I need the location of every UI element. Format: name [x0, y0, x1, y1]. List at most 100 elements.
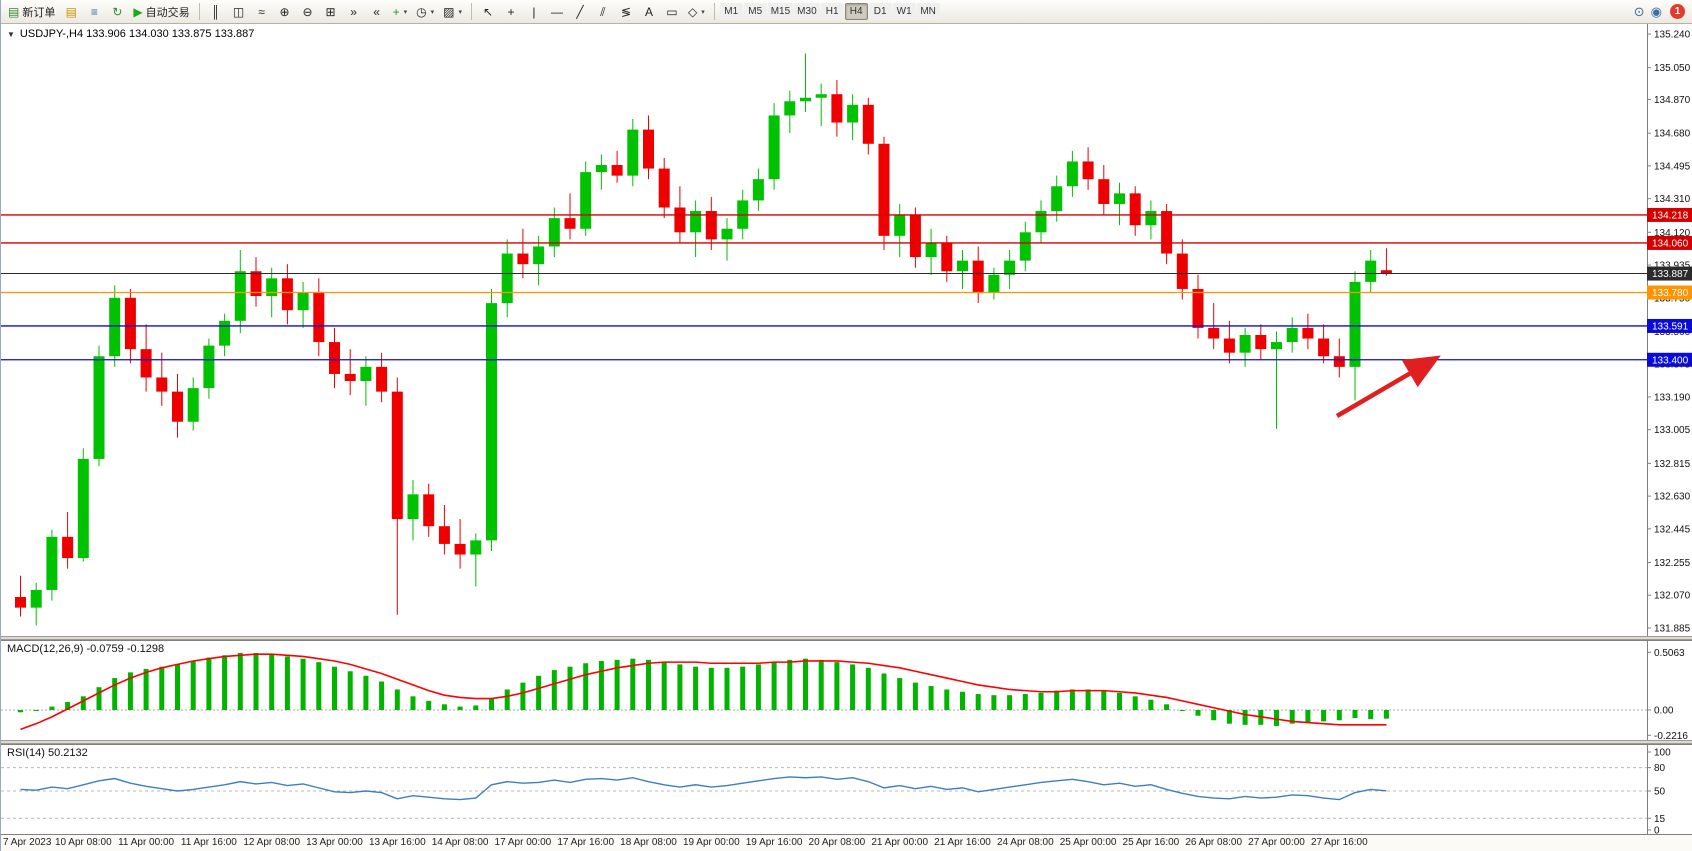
candle-body [297, 292, 309, 311]
autotrading-button[interactable]: ▶ 自动交易 [129, 2, 193, 22]
macd-histogram-bar [881, 673, 887, 710]
new-order-button[interactable]: ▤ 新订单 [4, 2, 59, 22]
macd-histogram-bar [520, 682, 526, 710]
candle-body [721, 228, 733, 240]
navigator-button[interactable]: ≡ [83, 2, 105, 22]
vertical-line-button[interactable]: | [523, 2, 545, 22]
candle-body [313, 292, 325, 343]
price-tag-label: 133.780 [1652, 288, 1689, 299]
panel-resize-handle[interactable] [1, 740, 1692, 744]
timeframe-M1[interactable]: M1 [719, 3, 743, 20]
crosshair-button[interactable]: + [500, 2, 522, 22]
macd-histogram-bar [18, 710, 23, 713]
fibonacci-button[interactable]: ≶ [615, 2, 637, 22]
candle-body [156, 377, 168, 392]
text-icon: A [644, 4, 653, 19]
text-button[interactable]: A [638, 2, 660, 22]
panel-resize-handle[interactable] [1, 636, 1692, 640]
candle-body [1035, 211, 1047, 233]
chart-shift-icon: « [373, 4, 380, 19]
timeframe-D1[interactable]: D1 [868, 3, 892, 20]
time-axis-label: 19 Apr 00:00 [682, 837, 740, 848]
candle-body [486, 303, 497, 541]
timeframe-M5[interactable]: M5 [743, 3, 767, 20]
price-axis-label: 134.310 [1654, 194, 1691, 205]
timeframe-H1[interactable]: H1 [820, 3, 844, 20]
bar-chart-button[interactable]: ║ [205, 2, 227, 22]
chart-shift-button[interactable]: « [366, 2, 388, 22]
trendline-button[interactable]: ╱ [569, 2, 591, 22]
timeframe-MN[interactable]: MN [916, 3, 940, 20]
macd-histogram-bar [127, 672, 133, 710]
one-click-trading-icon[interactable]: ▼ [7, 29, 15, 39]
candle-body [768, 115, 780, 180]
price-axis-label: 134.120 [1654, 228, 1691, 239]
candle-body [894, 214, 906, 236]
candle-body [1192, 288, 1204, 328]
horizontal-line-button[interactable]: — [546, 2, 568, 22]
time-axis-label: 18 Apr 08:00 [620, 837, 677, 848]
macd-histogram-bar [457, 706, 463, 710]
macd-panel[interactable]: 0.5063 0.00 -0.2216 [1, 640, 1692, 740]
arrows-button[interactable]: ◇ ▾ [684, 2, 709, 22]
community-icon[interactable]: ◉ [1650, 3, 1662, 19]
candle-body [1255, 334, 1267, 350]
timeframe-H4[interactable]: H4 [844, 3, 868, 20]
candle-body [1114, 193, 1125, 204]
candle-body [1271, 342, 1282, 350]
price-axis-label: 132.815 [1654, 459, 1691, 470]
macd-histogram-bar [755, 664, 761, 710]
macd-histogram-bar [426, 700, 432, 710]
rsi-panel[interactable]: 100 80 50 150 [1, 744, 1692, 834]
bar-chart-icon: ║ [211, 4, 220, 19]
channel-button[interactable]: ⫽ [592, 2, 614, 22]
time-axis-label: 26 Apr 08:00 [1185, 837, 1243, 848]
price-tag-label: 133.400 [1652, 355, 1689, 366]
indicators-icon: + [392, 4, 400, 19]
main-price-chart[interactable]: 135.240 135.050 134.870 134.680 134.495 134.3… [1, 24, 1692, 636]
zoom-in-icon: ⊕ [279, 4, 290, 19]
market-watch-button[interactable]: ▤ [60, 2, 82, 22]
candle-body [234, 271, 246, 321]
macd-histogram-bar [410, 696, 416, 710]
templates-button[interactable]: ▨ ▾ [439, 2, 466, 22]
time-axis-label: 7 Apr 2023 [3, 837, 52, 848]
indicators-button[interactable]: + ▾ [389, 2, 412, 22]
notification-badge[interactable]: 1 [1670, 4, 1685, 19]
macd-histogram-bar [693, 666, 699, 710]
trend-arrow-annotation[interactable] [1335, 355, 1441, 418]
timeframe-M15[interactable]: M15 [767, 3, 794, 20]
zoom-in-button[interactable]: ⊕ [274, 2, 296, 22]
candle-body [1223, 338, 1235, 353]
macd-histogram-bar [850, 664, 856, 710]
refresh-button[interactable]: ↻ [106, 2, 128, 22]
auto-scroll-button[interactable]: » [343, 2, 365, 22]
zoom-out-button[interactable]: ⊖ [297, 2, 319, 22]
timeframe-M30[interactable]: M30 [794, 3, 820, 20]
time-axis-label: 27 Apr 00:00 [1248, 837, 1305, 848]
candle-body [1176, 253, 1188, 289]
candle-body [1019, 232, 1031, 261]
tile-windows-button[interactable]: ⊞ [320, 2, 342, 22]
macd-histogram-bar [661, 662, 667, 710]
rsi-axis-label: 50 [1654, 787, 1666, 798]
macd-histogram-bar [65, 702, 71, 710]
text-label-button[interactable]: ▭ [661, 2, 683, 22]
macd-axis-label: 0.00 [1654, 706, 1674, 717]
candle-body [1365, 260, 1377, 282]
symbol-ohlc-text: USDJPY-,H4 133.906 134.030 133.875 133.8… [19, 28, 255, 40]
horizontal-line-icon: — [550, 4, 563, 19]
search-icon[interactable]: ⊙ [1633, 3, 1645, 19]
candlestick-chart-button[interactable]: ◫ [228, 2, 250, 22]
candle-body [77, 458, 89, 559]
timeframe-W1[interactable]: W1 [892, 3, 916, 20]
time-axis[interactable]: 7 Apr 2023 10 Apr 08:00 11 Apr 00:00 11 Apr… [1, 834, 1692, 851]
time-axis-label: 25 Apr 00:00 [1059, 837, 1117, 848]
periods-button[interactable]: ◷ ▾ [412, 2, 438, 22]
line-chart-button[interactable]: ≈ [251, 2, 273, 22]
candle-body [407, 494, 419, 520]
time-axis-label: 17 Apr 00:00 [494, 837, 552, 848]
candle-body [548, 218, 560, 247]
cursor-button[interactable]: ↖ [477, 2, 499, 22]
macd-histogram-bar [112, 678, 118, 710]
